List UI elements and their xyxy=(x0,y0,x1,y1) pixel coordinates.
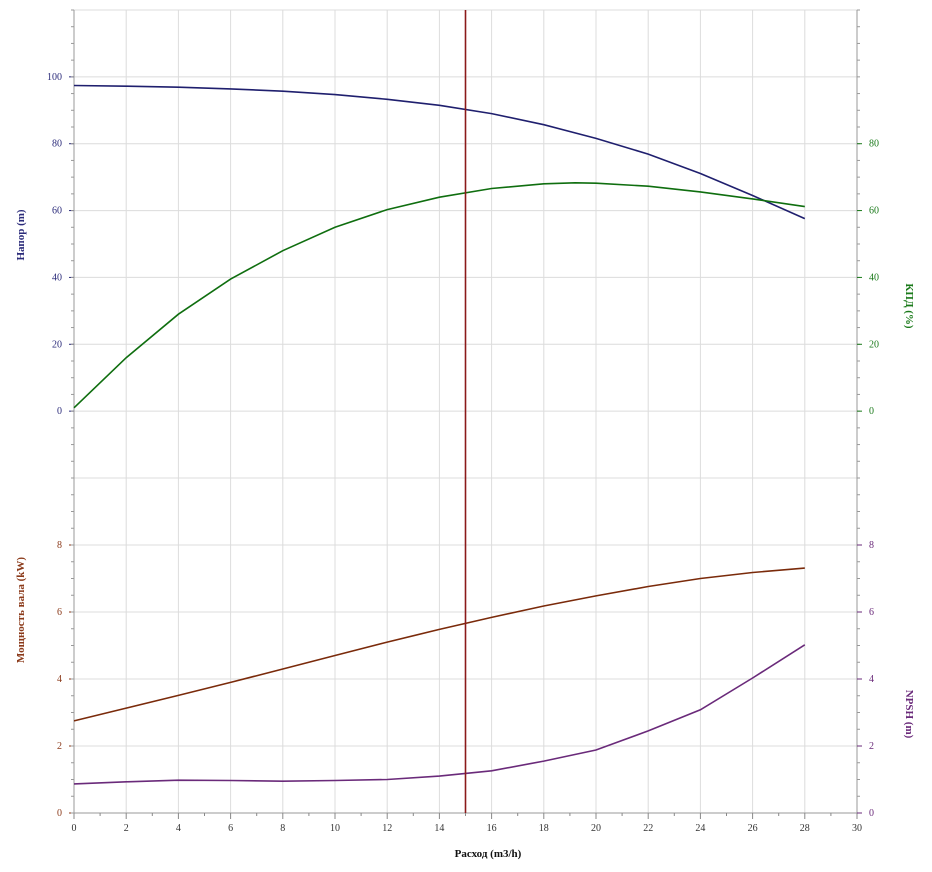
left-tick-label: 8 xyxy=(57,540,62,551)
x-axis-title: Расход (m3/h) xyxy=(455,848,522,860)
left-tick-label: 4 xyxy=(57,674,62,685)
right-tick-label: 6 xyxy=(869,607,874,618)
left-tick-label: 0 xyxy=(57,406,62,417)
x-tick-label: 12 xyxy=(382,823,392,834)
x-tick-label: 18 xyxy=(539,823,549,834)
left-tick-label: 60 xyxy=(52,206,62,217)
head-axis-title: Напор (m) xyxy=(15,209,27,260)
labels-layer: 0 2 4 6 8 10 12 14 16 18 20 22 24 26 28 300204060801000… xyxy=(47,72,879,834)
left-tick-label: 40 xyxy=(52,272,62,283)
left-tick-label: 6 xyxy=(57,607,62,618)
series-layer xyxy=(73,10,806,813)
x-tick-label: 4 xyxy=(176,823,181,834)
left-tick-label: 100 xyxy=(47,72,62,83)
x-tick-label: 30 xyxy=(852,823,862,834)
x-tick-label: 8 xyxy=(280,823,285,834)
x-tick-label: 20 xyxy=(591,823,601,834)
right-tick-label: 0 xyxy=(869,406,874,417)
x-tick-label: 2 xyxy=(124,823,129,834)
x-tick-label: 0 xyxy=(72,823,77,834)
left-tick-label: 0 xyxy=(57,808,62,819)
x-tick-label: 28 xyxy=(800,823,810,834)
right-tick-label: 0 xyxy=(869,808,874,819)
x-tick-label: 26 xyxy=(748,823,758,834)
right-tick-label: 4 xyxy=(869,674,874,685)
right-tick-label: 2 xyxy=(869,741,874,752)
efficiency-axis-title: КПД (%) xyxy=(903,283,915,329)
right-tick-label: 80 xyxy=(869,139,879,150)
left-tick-label: 2 xyxy=(57,741,62,752)
npsh-axis-title: NPSH (m) xyxy=(903,690,915,739)
left-tick-label: 20 xyxy=(52,339,62,350)
right-tick-label: 60 xyxy=(869,206,879,217)
power-axis-title: Мощность вала (kW) xyxy=(15,557,27,663)
x-tick-label: 16 xyxy=(487,823,497,834)
series-line-top-left xyxy=(73,84,806,220)
series-line-bottom-left xyxy=(73,567,805,722)
x-tick-label: 22 xyxy=(643,823,653,834)
x-tick-label: 24 xyxy=(695,823,705,834)
series-line-bottom-right xyxy=(73,644,806,785)
right-tick-label: 8 xyxy=(869,540,874,551)
left-tick-label: 80 xyxy=(52,139,62,150)
right-tick-label: 20 xyxy=(869,339,879,350)
x-tick-label: 6 xyxy=(228,823,233,834)
right-tick-label: 40 xyxy=(869,272,879,283)
x-tick-label: 14 xyxy=(434,823,444,834)
x-tick-label: 10 xyxy=(330,823,340,834)
